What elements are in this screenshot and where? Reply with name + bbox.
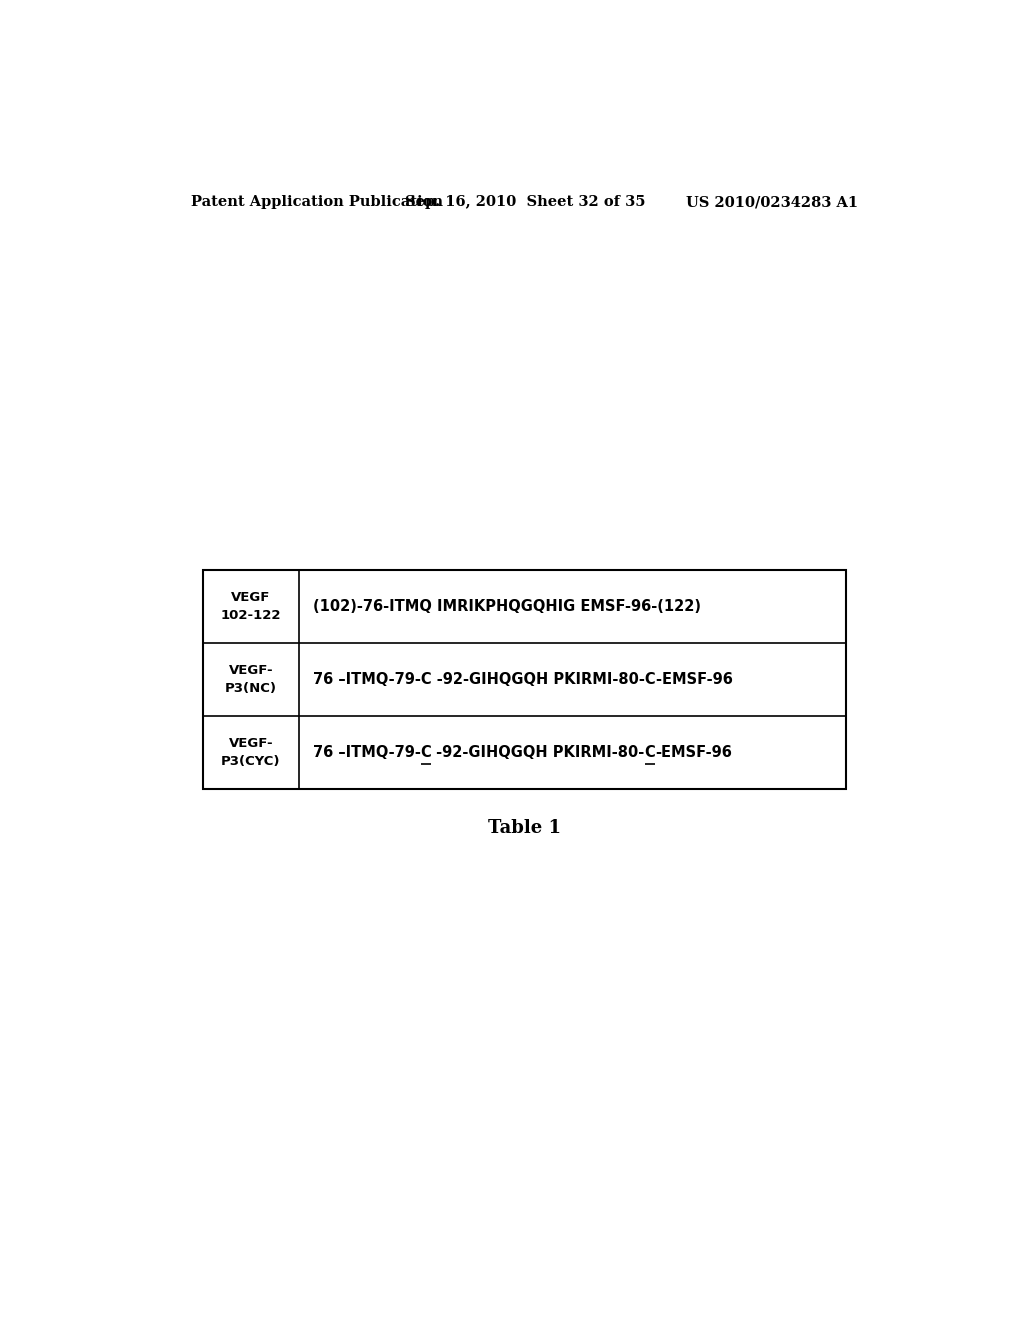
Text: -92-GIHQGQH PKIRMI-80-: -92-GIHQGQH PKIRMI-80-: [431, 744, 645, 759]
Text: -EMSF-96: -EMSF-96: [655, 744, 732, 759]
Text: (102)-76-ITMQ IMRIKPHQGQHIG EMSF-96-(122): (102)-76-ITMQ IMRIKPHQGQHIG EMSF-96-(122…: [312, 599, 700, 614]
Text: Sep. 16, 2010  Sheet 32 of 35: Sep. 16, 2010 Sheet 32 of 35: [404, 195, 645, 209]
Bar: [204, 570, 846, 788]
Text: C: C: [645, 744, 655, 759]
Text: C: C: [421, 744, 431, 759]
Text: Patent Application Publication: Patent Application Publication: [191, 195, 443, 209]
Text: Table 1: Table 1: [488, 818, 561, 837]
Text: US 2010/0234283 A1: US 2010/0234283 A1: [686, 195, 858, 209]
Text: 76 –ITMQ-79-C -92-GIHQGQH PKIRMI-80-C-EMSF-96: 76 –ITMQ-79-C -92-GIHQGQH PKIRMI-80-C-EM…: [312, 672, 733, 686]
Text: VEGF
102-122: VEGF 102-122: [221, 591, 282, 622]
Text: VEGF-
P3(NC): VEGF- P3(NC): [225, 664, 276, 694]
Text: 76 –ITMQ-79-: 76 –ITMQ-79-: [312, 744, 421, 759]
Text: VEGF-
P3(CYC): VEGF- P3(CYC): [221, 737, 281, 767]
